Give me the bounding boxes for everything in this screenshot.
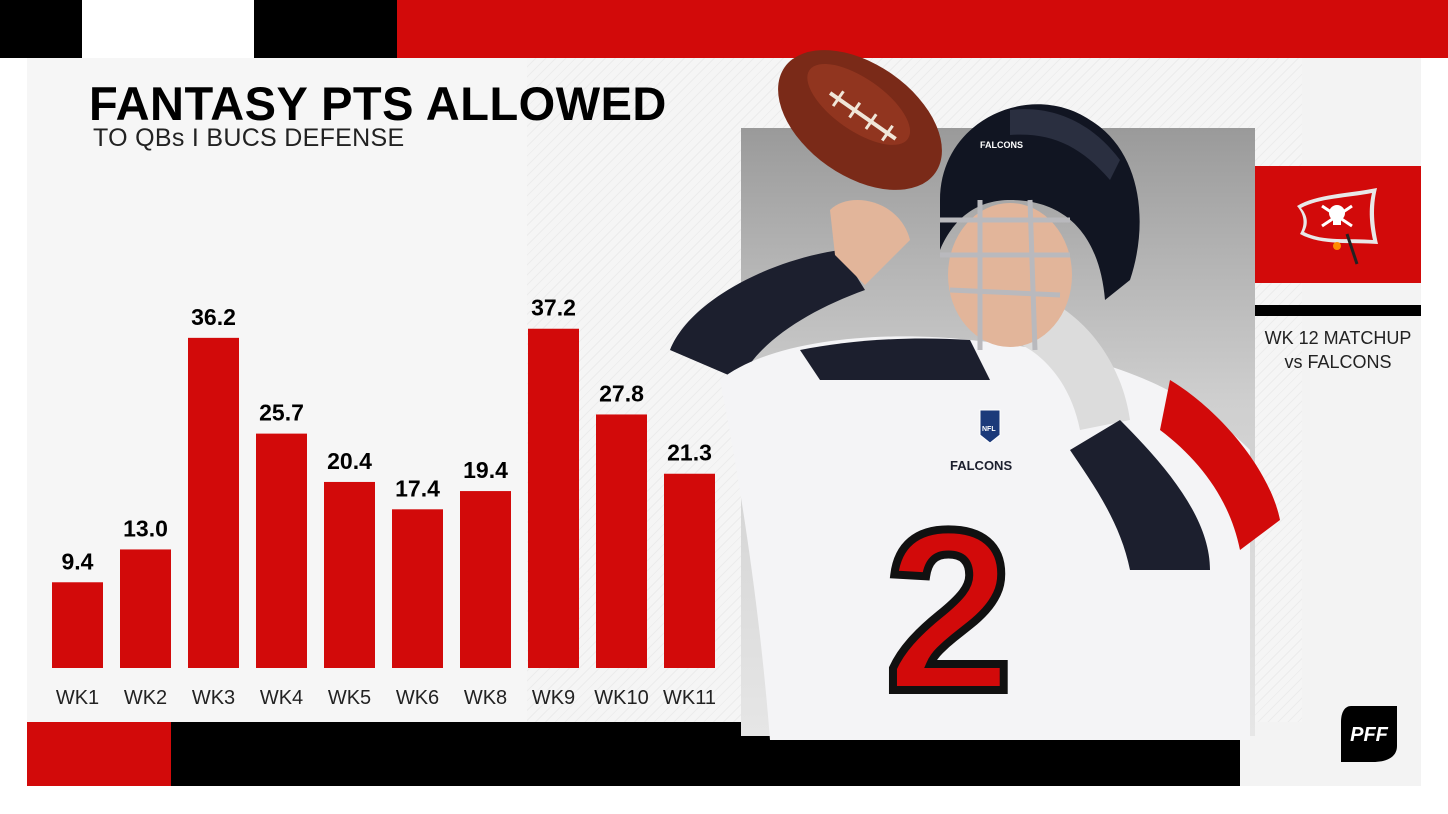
helmet-text: FALCONS	[980, 140, 1023, 150]
category-label-wk5: WK5	[328, 687, 371, 709]
bar-wk5	[324, 481, 375, 668]
value-label-wk11: 21.3	[667, 440, 712, 466]
value-label-wk5: 20.4	[327, 448, 372, 474]
value-label-wk4: 25.7	[259, 400, 304, 426]
buccaneers-flag-icon	[1297, 188, 1378, 265]
bar-wk2	[120, 549, 171, 668]
bar-wk9	[528, 328, 579, 668]
category-label-wk8: WK8	[464, 687, 507, 709]
jersey-text: FALCONS	[950, 458, 1012, 473]
throwing-hand	[830, 200, 910, 285]
svg-text:NFL: NFL	[982, 426, 996, 433]
football-icon	[778, 50, 942, 190]
throwing-arm-sleeve	[670, 250, 865, 380]
category-label-wk4: WK4	[260, 687, 303, 709]
nfl-shield-icon: NFL	[979, 409, 1001, 444]
bottom-red-band	[27, 722, 171, 786]
jersey-collar	[800, 338, 990, 380]
chart-subtitle: TO QBs I BUCS DEFENSE	[93, 124, 405, 152]
value-label-wk8: 19.4	[463, 457, 508, 483]
bar-wk6	[392, 509, 443, 668]
category-label-wk10: WK10	[594, 687, 648, 709]
value-label-wk1: 9.4	[62, 548, 94, 574]
value-label-wk3: 36.2	[191, 304, 236, 330]
bar-wk11	[664, 473, 715, 668]
pff-logo-text: PFF	[1350, 724, 1389, 746]
chart-title: FANTASY PTS ALLOWED	[89, 77, 667, 130]
bar-wk3	[188, 337, 239, 668]
matchup-divider	[1255, 305, 1421, 316]
bar-wk1	[52, 582, 103, 668]
player-face	[948, 203, 1072, 347]
bar-wk10	[596, 414, 647, 668]
bar-wk8	[460, 491, 511, 668]
bar-wk4	[256, 433, 307, 668]
pff-logo: PFF	[1341, 706, 1397, 762]
top-black-band	[0, 0, 82, 58]
value-label-wk9: 37.2	[531, 295, 576, 321]
value-label-wk2: 13.0	[123, 515, 168, 541]
sleeve-accent	[1160, 380, 1280, 550]
jersey-number: 2	[885, 482, 1013, 739]
top-red-band	[397, 0, 1448, 58]
category-label-wk1: WK1	[56, 687, 99, 709]
category-label-wk2: WK2	[124, 687, 167, 709]
category-label-wk3: WK3	[192, 687, 235, 709]
quarterback-image: 2 FALCONS NFL FALCONS	[670, 50, 1280, 740]
top-black-band-mid	[254, 0, 397, 58]
matchup-week: WK 12 MATCHUP	[1264, 328, 1412, 348]
top-white-band	[82, 0, 254, 28]
facemask	[940, 199, 1070, 351]
value-label-wk6: 17.4	[395, 475, 440, 501]
matchup-opponent: vs FALCONS	[1284, 352, 1392, 372]
value-label-wk10: 27.8	[599, 380, 644, 406]
forearm-sleeve	[1070, 420, 1210, 570]
category-label-wk6: WK6	[396, 687, 439, 709]
category-label-wk11: WK11	[663, 687, 716, 709]
category-label-wk9: WK9	[532, 687, 575, 709]
